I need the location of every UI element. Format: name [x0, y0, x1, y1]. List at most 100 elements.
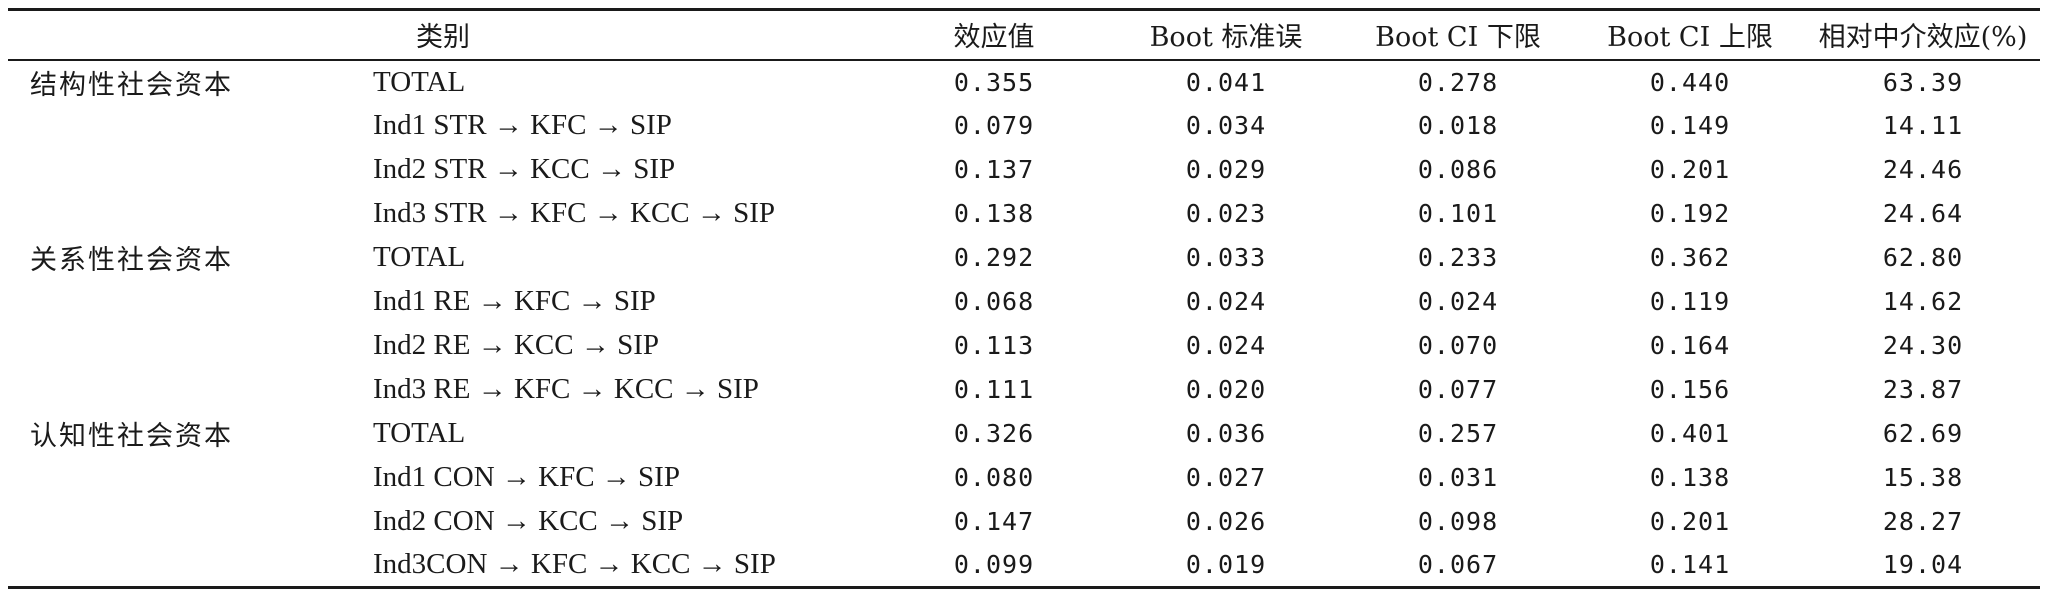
row-path: TOTAL	[373, 241, 466, 273]
row-ci-low: 0.233	[1417, 243, 1499, 272]
row-boot-se: 0.026	[1185, 507, 1267, 536]
row-ci-low: 0.031	[1417, 463, 1499, 492]
row-relative-effect: 62.69	[1882, 419, 1964, 448]
row-ci-low: 0.098	[1417, 507, 1499, 536]
row-ci-low: 0.024	[1417, 287, 1499, 316]
row-ci-high: 0.149	[1649, 111, 1731, 140]
row-category	[8, 280, 338, 324]
row-boot-se: 0.036	[1185, 419, 1267, 448]
header-ci-low: Boot CI 下限	[1375, 22, 1541, 54]
row-ci-high: 0.119	[1649, 287, 1731, 316]
row-category	[8, 500, 338, 544]
table-row: 认知性社会资本 TOTAL 0.326 0.036 0.257 0.401 62.69	[8, 412, 2040, 456]
mediation-effect-table: 类别 效应值 Boot 标准误 Boot CI 下限 Boot CI 上限 相对…	[8, 8, 2040, 589]
table-row: Ind1 RE → KFC → SIP 0.068 0.024 0.024 0.119 1…	[8, 280, 2040, 324]
row-relative-effect: 24.30	[1882, 331, 1964, 360]
row-relative-effect: 14.62	[1882, 287, 1964, 316]
row-path: TOTAL	[373, 65, 466, 98]
table-row: Ind2 STR → KCC → SIP 0.137 0.029 0.086 0.201…	[8, 148, 2040, 192]
row-relative-effect: 15.38	[1882, 463, 1964, 492]
row-category	[8, 456, 338, 500]
table-body: 结构性社会资本 TOTAL 0.355 0.041 0.278 0.440 63.39 Ind…	[8, 60, 2040, 588]
row-relative-effect: 62.80	[1882, 243, 1964, 272]
row-ci-high: 0.401	[1649, 419, 1731, 448]
row-ci-high: 0.192	[1649, 199, 1731, 228]
row-relative-effect: 24.46	[1882, 155, 1964, 184]
row-ci-high: 0.440	[1649, 67, 1731, 97]
row-ci-low: 0.086	[1417, 155, 1499, 184]
row-path: Ind3 STR → KFC → KCC → SIP	[373, 197, 776, 229]
row-boot-se: 0.034	[1185, 111, 1267, 140]
row-boot-se: 0.020	[1185, 375, 1267, 404]
row-ci-high: 0.141	[1649, 550, 1731, 580]
row-category: 认知性社会资本	[30, 421, 233, 452]
row-effect-value: 0.326	[953, 419, 1035, 448]
table-row: Ind3 RE → KFC → KCC → SIP 0.111 0.020 0.077…	[8, 368, 2040, 412]
row-category: 结构性社会资本	[30, 69, 233, 101]
row-path: Ind2 RE → KCC → SIP	[373, 329, 660, 361]
row-boot-se: 0.019	[1185, 550, 1267, 580]
row-boot-se: 0.029	[1185, 155, 1267, 184]
header-effect: 效应值	[953, 22, 1035, 54]
row-relative-effect: 14.11	[1882, 111, 1964, 140]
header-ci-high: Boot CI 上限	[1607, 22, 1773, 54]
row-boot-se: 0.024	[1185, 331, 1267, 360]
header-category: 类别	[416, 22, 470, 54]
table-row: 结构性社会资本 TOTAL 0.355 0.041 0.278 0.440 63.39	[8, 60, 2040, 104]
row-effect-value: 0.068	[953, 287, 1035, 316]
row-ci-high: 0.164	[1649, 331, 1731, 360]
row-boot-se: 0.027	[1185, 463, 1267, 492]
header-row: 类别 效应值 Boot 标准误 Boot CI 下限 Boot CI 上限 相对…	[8, 9, 2040, 60]
row-effect-value: 0.292	[953, 243, 1035, 272]
row-relative-effect: 63.39	[1882, 67, 1964, 97]
row-path: Ind2 CON → KCC → SIP	[373, 505, 684, 537]
row-path: TOTAL	[373, 417, 466, 449]
mediation-effect-table-container: 类别 效应值 Boot 标准误 Boot CI 下限 Boot CI 上限 相对…	[8, 8, 2040, 589]
row-ci-high: 0.138	[1649, 463, 1731, 492]
row-ci-low: 0.077	[1417, 375, 1499, 404]
row-ci-high: 0.201	[1649, 155, 1731, 184]
row-path: Ind1 RE → KFC → SIP	[373, 285, 656, 317]
row-effect-value: 0.113	[953, 331, 1035, 360]
row-boot-se: 0.041	[1185, 67, 1267, 97]
row-relative-effect: 23.87	[1882, 375, 1964, 404]
table-row: Ind2 RE → KCC → SIP 0.113 0.024 0.070 0.164 2…	[8, 324, 2040, 368]
row-effect-value: 0.111	[953, 375, 1035, 404]
row-effect-value: 0.137	[953, 155, 1035, 184]
row-effect-value: 0.147	[953, 507, 1035, 536]
table-row: Ind3CON → KFC → KCC → SIP 0.099 0.019 0.067…	[8, 544, 2040, 588]
table-row: Ind1 STR → KFC → SIP 0.079 0.034 0.018 0.149…	[8, 104, 2040, 148]
row-category	[8, 192, 338, 236]
row-ci-low: 0.018	[1417, 111, 1499, 140]
row-path: Ind2 STR → KCC → SIP	[373, 153, 676, 185]
row-effect-value: 0.138	[953, 199, 1035, 228]
row-path: Ind3 RE → KFC → KCC → SIP	[373, 373, 759, 405]
table-header: 类别 效应值 Boot 标准误 Boot CI 下限 Boot CI 上限 相对…	[8, 9, 2040, 60]
table-row: Ind2 CON → KCC → SIP 0.147 0.026 0.098 0.201…	[8, 500, 2040, 544]
table-row: 关系性社会资本 TOTAL 0.292 0.033 0.233 0.362 62.80	[8, 236, 2040, 280]
row-relative-effect: 28.27	[1882, 507, 1964, 536]
row-category	[8, 148, 338, 192]
row-ci-low: 0.067	[1417, 550, 1499, 580]
row-boot-se: 0.023	[1185, 199, 1267, 228]
row-path: Ind1 CON → KFC → SIP	[373, 461, 680, 493]
row-effect-value: 0.079	[953, 111, 1035, 140]
row-ci-high: 0.362	[1649, 243, 1731, 272]
header-relative-effect: 相对中介效应(%)	[1818, 22, 2028, 54]
row-category: 关系性社会资本	[30, 245, 233, 276]
row-boot-se: 0.033	[1185, 243, 1267, 272]
row-effect-value: 0.099	[953, 550, 1035, 580]
row-effect-value: 0.355	[953, 67, 1035, 97]
row-path: Ind1 STR → KFC → SIP	[373, 109, 672, 141]
row-relative-effect: 19.04	[1882, 550, 1964, 580]
row-category	[8, 104, 338, 148]
row-category	[8, 368, 338, 412]
row-category	[8, 544, 338, 588]
row-path: Ind3CON → KFC → KCC → SIP	[373, 548, 776, 581]
row-ci-high: 0.156	[1649, 375, 1731, 404]
header-boot-se: Boot 标准误	[1149, 22, 1303, 54]
row-boot-se: 0.024	[1185, 287, 1267, 316]
table-row: Ind1 CON → KFC → SIP 0.080 0.027 0.031 0.138…	[8, 456, 2040, 500]
row-effect-value: 0.080	[953, 463, 1035, 492]
row-ci-low: 0.101	[1417, 199, 1499, 228]
